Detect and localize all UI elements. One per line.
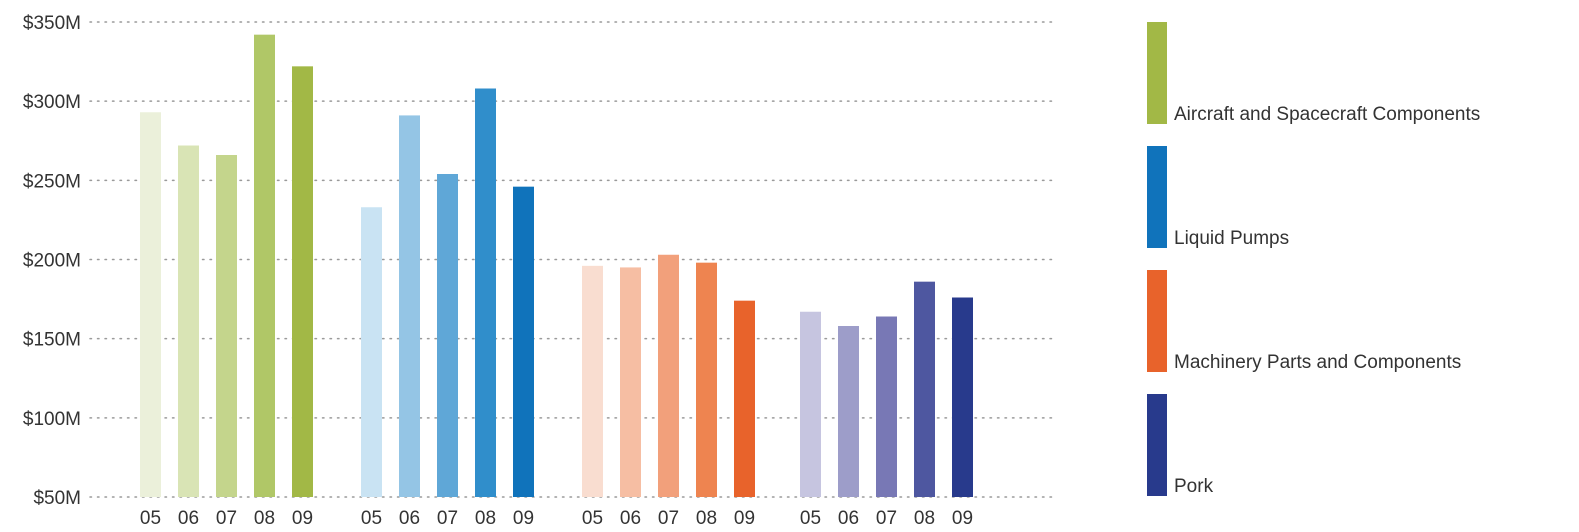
bar	[292, 66, 313, 497]
bar	[914, 281, 935, 497]
legend-swatch	[1147, 22, 1167, 124]
legend-swatch	[1147, 394, 1167, 496]
y-tick-label: $100M	[23, 409, 81, 430]
bar	[838, 326, 859, 497]
x-tick-label: 06	[178, 508, 199, 529]
x-tick-label: 07	[876, 508, 897, 529]
legend-label: Machinery Parts and Components	[1174, 352, 1461, 373]
legend-label: Aircraft and Spacecraft Components	[1174, 104, 1480, 125]
bar	[437, 174, 458, 497]
bar	[399, 115, 420, 498]
bar	[734, 300, 755, 497]
bar	[216, 155, 237, 497]
bar	[658, 254, 679, 497]
bar	[513, 186, 534, 497]
x-tick-label: 08	[696, 508, 717, 529]
bar	[475, 88, 496, 497]
bar	[140, 112, 161, 497]
x-tick-label: 09	[734, 508, 755, 529]
x-tick-label: 08	[914, 508, 935, 529]
legend-label: Pork	[1174, 476, 1214, 497]
bar	[254, 34, 275, 498]
bar	[876, 316, 897, 497]
x-tick-label: 07	[658, 508, 679, 529]
y-tick-label: $200M	[23, 251, 81, 272]
y-tick-label: $300M	[23, 92, 81, 113]
bar	[178, 145, 199, 497]
x-tick-label: 06	[838, 508, 859, 529]
y-tick-label: $250M	[23, 171, 81, 192]
bar	[620, 267, 641, 497]
y-tick-label: $50M	[33, 488, 81, 509]
x-tick-label: 05	[361, 508, 382, 529]
x-tick-label: 06	[620, 508, 641, 529]
bar	[696, 262, 717, 497]
bar	[800, 311, 821, 497]
x-tick-label: 09	[513, 508, 534, 529]
x-tick-label: 05	[800, 508, 821, 529]
legend-swatch	[1147, 270, 1167, 372]
x-tick-label: 07	[216, 508, 237, 529]
x-tick-label: 06	[399, 508, 420, 529]
bar	[952, 297, 973, 497]
bar	[361, 207, 382, 497]
y-tick-label: $350M	[23, 13, 81, 34]
x-tick-label: 08	[475, 508, 496, 529]
x-tick-label: 05	[140, 508, 161, 529]
legend-swatch	[1147, 146, 1167, 248]
bar	[582, 265, 603, 497]
x-tick-label: 05	[582, 508, 603, 529]
y-tick-label: $150M	[23, 330, 81, 351]
legend-label: Liquid Pumps	[1174, 228, 1289, 249]
x-tick-label: 07	[437, 508, 458, 529]
x-tick-label: 09	[952, 508, 973, 529]
x-tick-label: 08	[254, 508, 275, 529]
x-tick-label: 09	[292, 508, 313, 529]
